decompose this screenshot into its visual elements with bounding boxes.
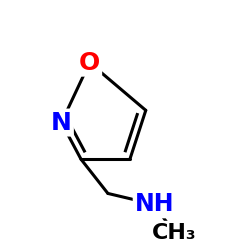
Text: NH: NH: [134, 192, 174, 216]
Text: N: N: [51, 110, 72, 134]
Text: CH₃: CH₃: [152, 222, 196, 242]
Text: O: O: [79, 51, 100, 75]
